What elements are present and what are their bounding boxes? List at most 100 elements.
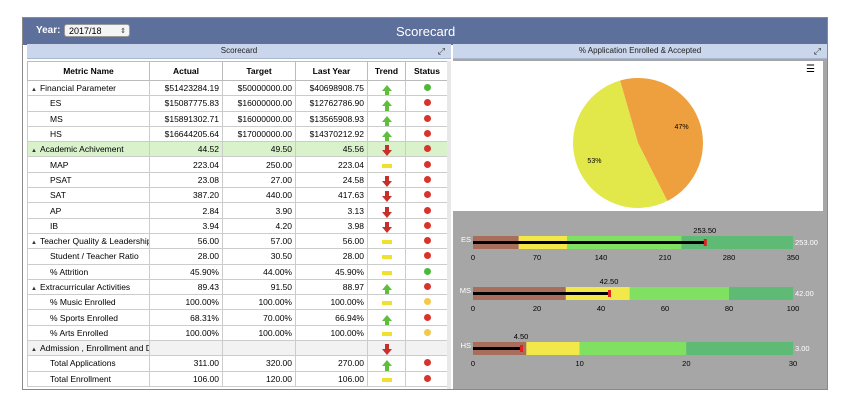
group-row[interactable]: ▲ Admission , Enrollment and D	[27, 340, 447, 357]
pie-slice-label: 47%	[675, 124, 689, 131]
status-cell	[405, 187, 447, 204]
app-title: Scorecard	[396, 24, 456, 39]
trend-down-icon	[381, 344, 392, 355]
column-header[interactable]: Last Year	[295, 61, 368, 81]
trend-cell	[367, 110, 406, 127]
status-red-icon	[423, 252, 431, 260]
trend-cell	[367, 217, 406, 234]
group-row[interactable]: ▲ Financial Parameter $51423284.19 $5000000…	[27, 79, 447, 97]
column-header[interactable]: Actual	[149, 61, 223, 81]
status-red-icon	[423, 313, 431, 321]
bullet-tick-label: 0	[471, 304, 475, 313]
actual-cell: $15891302.71	[149, 110, 223, 127]
actual-cell: 28.00	[149, 248, 223, 265]
trend-cell	[367, 156, 406, 173]
bullet-value-bar	[473, 347, 521, 350]
table-row[interactable]: AP 2.84 3.90 3.13	[27, 202, 447, 219]
bullet-tick-label: 10	[575, 359, 583, 368]
table-row[interactable]: HS $16644205.64 $17000000.00 $14370212.92	[27, 125, 447, 143]
metric-name: Admission , Enrollment and D	[39, 343, 150, 354]
table-row[interactable]: % Arts Enrolled 100.00% 100.00% 100.00%	[27, 324, 447, 342]
group-row[interactable]: ▲ Academic Achivement 44.52 49.50 45.56	[27, 141, 447, 158]
last-cell: $40698908.75	[295, 79, 368, 97]
collapse-icon[interactable]: ▲	[31, 148, 37, 155]
expand-icon[interactable]: ⤢	[813, 46, 821, 56]
last-cell	[295, 340, 368, 357]
actual-cell: $16644205.64	[149, 125, 223, 143]
target-cell: 120.00	[222, 370, 296, 387]
status-cell	[405, 125, 447, 143]
collapse-icon[interactable]: ▲	[31, 240, 37, 247]
metric-name: ES	[50, 98, 62, 109]
table-scrollbar[interactable]	[447, 61, 451, 389]
status-red-icon	[423, 237, 431, 245]
table-row[interactable]: PSAT 23.08 27.00 24.58	[27, 171, 447, 189]
bullet-tick-label: 280	[723, 253, 736, 262]
status-cell	[405, 95, 447, 112]
trend-down-icon	[381, 191, 392, 202]
column-header[interactable]: Metric Name	[27, 61, 150, 81]
status-red-icon	[423, 359, 431, 367]
table-row[interactable]: SAT 387.20 440.00 417.63	[27, 187, 447, 204]
table-row[interactable]: % Sports Enrolled 68.31% 70.00% 66.94%	[27, 309, 447, 326]
actual-cell: 3.94	[149, 217, 223, 234]
table-row[interactable]: Total Enrollment 106.00 120.00 106.00	[27, 370, 447, 387]
actual-cell: 68.31%	[149, 309, 223, 326]
group-row[interactable]: ▲ Extracurricular Activities 89.43 91.50 88.…	[27, 278, 447, 296]
status-green-icon	[423, 267, 431, 275]
metric-name: % Sports Enrolled	[50, 312, 119, 323]
expand-icon[interactable]: ⤢	[437, 46, 445, 56]
status-red-icon	[423, 175, 431, 183]
trend-flat-icon	[381, 377, 392, 382]
collapse-icon[interactable]: ▲	[31, 286, 37, 292]
target-cell: 57.00	[222, 232, 296, 250]
year-select[interactable]: 2017/18 ⇕	[64, 24, 130, 37]
table-row[interactable]: % Attrition 45.90% 44.00% 45.90%	[27, 263, 447, 280]
table-row[interactable]: MAP 223.04 250.00 223.04	[27, 156, 447, 173]
column-header[interactable]: Trend	[367, 61, 406, 81]
status-cell	[405, 278, 447, 296]
target-cell: 27.00	[222, 171, 296, 189]
status-red-icon	[423, 160, 431, 168]
bullet-tick-label: 0	[471, 253, 475, 262]
table-row[interactable]: Student / Teacher Ratio 28.00 30.50 28.00	[27, 248, 447, 265]
metric-name-cell: SAT	[27, 187, 150, 204]
last-cell: $13565908.93	[295, 110, 368, 127]
metric-name: PSAT	[50, 174, 72, 185]
status-red-icon	[423, 374, 431, 382]
trend-up-icon	[381, 100, 392, 111]
trend-up-icon	[381, 284, 392, 294]
chart-menu-icon[interactable]: ☰	[806, 64, 815, 75]
table-row[interactable]: IB 3.94 4.20 3.98	[27, 217, 447, 234]
metric-name: % Arts Enrolled	[50, 327, 109, 338]
table-row[interactable]: % Music Enrolled 100.00% 100.00% 100.00%	[27, 294, 447, 311]
status-yellow-icon	[423, 298, 431, 306]
bullet-tick-label: 20	[533, 304, 541, 313]
last-cell: 45.56	[295, 141, 368, 158]
target-cell: 100.00%	[222, 294, 296, 311]
column-header[interactable]: Status	[405, 61, 447, 81]
group-row[interactable]: ▲ Teacher Quality & Leadership 56.00 57.00 5…	[27, 232, 447, 250]
trend-cell	[367, 263, 406, 280]
bullet-marker	[703, 239, 707, 246]
metric-name: Teacher Quality & Leadership	[39, 236, 150, 247]
bullet-tick-label: 0	[471, 359, 475, 368]
trend-cell	[367, 355, 406, 372]
top-bar: Year: 2017/18 ⇕ Scorecard	[23, 18, 827, 45]
pie-slice[interactable]	[572, 80, 668, 209]
table-row[interactable]: Total Applications 311.00 320.00 270.00	[27, 355, 447, 372]
actual-cell: 311.00	[149, 355, 223, 372]
table-row[interactable]: MS $15891302.71 $16000000.00 $13565908.93	[27, 110, 447, 127]
trend-cell	[367, 187, 406, 204]
bullet-range	[579, 342, 687, 355]
scorecard-panel-header: Scorecard ⤢	[27, 44, 451, 59]
status-cell	[405, 232, 447, 250]
collapse-icon[interactable]: ▲	[31, 87, 37, 94]
table-row[interactable]: ES $15087775.83 $16000000.00 $12762786.90	[27, 95, 447, 112]
last-cell: 100.00%	[295, 294, 368, 311]
status-cell	[405, 248, 447, 265]
collapse-icon[interactable]: ▲	[31, 347, 37, 354]
pie-slice[interactable]	[620, 78, 703, 201]
column-header[interactable]: Target	[222, 61, 296, 81]
bullet-value-label: 4.50	[514, 332, 529, 341]
